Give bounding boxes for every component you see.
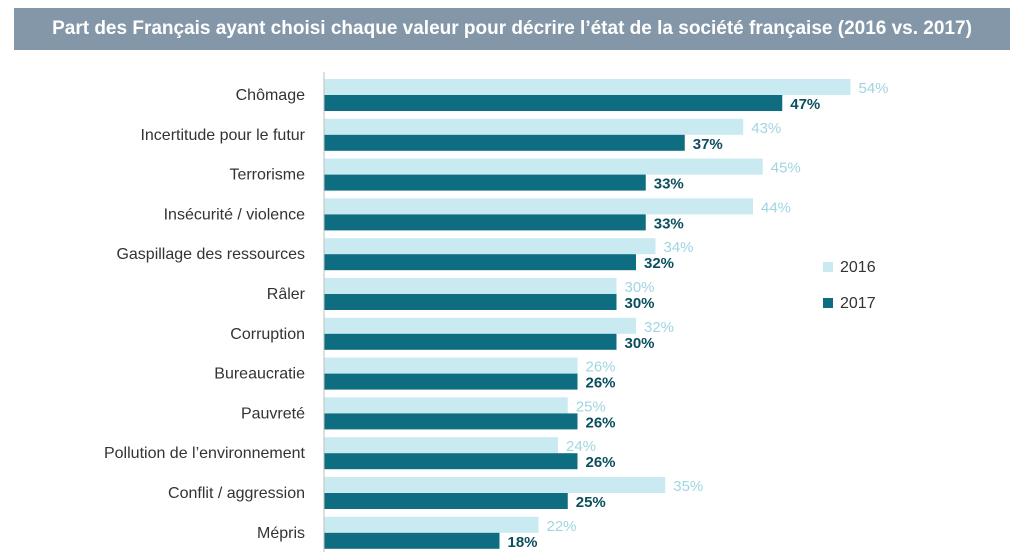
category-label: Pauvreté — [241, 405, 305, 422]
category-label: Corruption — [230, 326, 305, 343]
bar-2016 — [324, 158, 763, 175]
data-label-2017: 26% — [586, 454, 616, 471]
bar-2017 — [324, 373, 578, 390]
category-label: Râler — [267, 286, 306, 303]
category-label: Chômage — [236, 87, 305, 104]
category-label: Terrorisme — [229, 167, 305, 184]
data-label-2016: 34% — [664, 239, 694, 256]
bar-2017 — [324, 134, 685, 151]
data-label-2017: 47% — [790, 96, 820, 113]
data-label-2016: 24% — [566, 438, 596, 455]
data-label-2017: 32% — [644, 255, 674, 272]
data-label-2016: 54% — [859, 80, 889, 97]
category-label: Incertitude pour le futur — [140, 127, 305, 144]
data-label-2017: 33% — [654, 176, 684, 193]
category-label: Gaspillage des ressources — [116, 246, 305, 263]
bar-2017 — [324, 532, 500, 549]
legend-swatch-2016 — [823, 262, 833, 272]
bar-2016 — [324, 516, 539, 533]
bar-2016 — [324, 118, 744, 135]
bar-2016 — [324, 79, 851, 95]
data-label-2016: 43% — [751, 120, 781, 137]
bar-2016 — [324, 198, 753, 215]
data-label-2016: 30% — [625, 279, 655, 296]
data-label-2016: 25% — [576, 398, 606, 415]
bar-2017 — [324, 413, 578, 430]
bar-2017 — [324, 214, 646, 231]
data-label-2017: 30% — [625, 295, 655, 312]
chart-title-banner: Part des Français ayant choisi chaque va… — [14, 8, 1010, 50]
data-label-2017: 26% — [586, 414, 616, 431]
category-label: Mépris — [257, 525, 305, 542]
category-label: Pollution de l’environnement — [104, 445, 306, 462]
data-label-2016: 35% — [673, 478, 703, 495]
bar-2016 — [324, 357, 578, 374]
data-label-2017: 37% — [693, 136, 723, 153]
data-label-2016: 44% — [761, 199, 791, 216]
data-label-2017: 25% — [576, 494, 606, 511]
data-label-2016: 22% — [547, 518, 577, 535]
bar-2017 — [324, 453, 578, 470]
data-label-2017: 33% — [654, 215, 684, 232]
legend-swatch-2017 — [823, 298, 833, 308]
data-label-2017: 30% — [625, 335, 655, 352]
bar-2016 — [324, 238, 656, 255]
data-label-2016: 45% — [771, 160, 801, 177]
data-label-2016: 32% — [644, 319, 674, 336]
bar-2017 — [324, 174, 646, 191]
bar-2016 — [324, 437, 558, 454]
bar-2016 — [324, 317, 636, 334]
bar-2017 — [324, 493, 568, 509]
bar-2016 — [324, 397, 568, 414]
data-label-2017: 18% — [508, 534, 538, 551]
data-label-2016: 26% — [586, 359, 616, 376]
bar-2016 — [324, 278, 617, 294]
category-label: Bureaucratie — [214, 366, 305, 383]
bar-2017 — [324, 254, 636, 271]
data-label-2017: 26% — [586, 375, 616, 392]
bar-2016 — [324, 477, 666, 493]
category-label: Insécurité / violence — [164, 206, 306, 223]
bar-2017 — [324, 333, 617, 350]
category-label: Conflit / aggression — [168, 485, 305, 502]
bar-2017 — [324, 294, 617, 310]
bar-2017 — [324, 95, 783, 111]
chart-title: Part des Français ayant choisi chaque va… — [52, 18, 972, 39]
legend-label-2016: 2016 — [840, 259, 876, 276]
legend-label-2017: 2017 — [840, 295, 876, 312]
